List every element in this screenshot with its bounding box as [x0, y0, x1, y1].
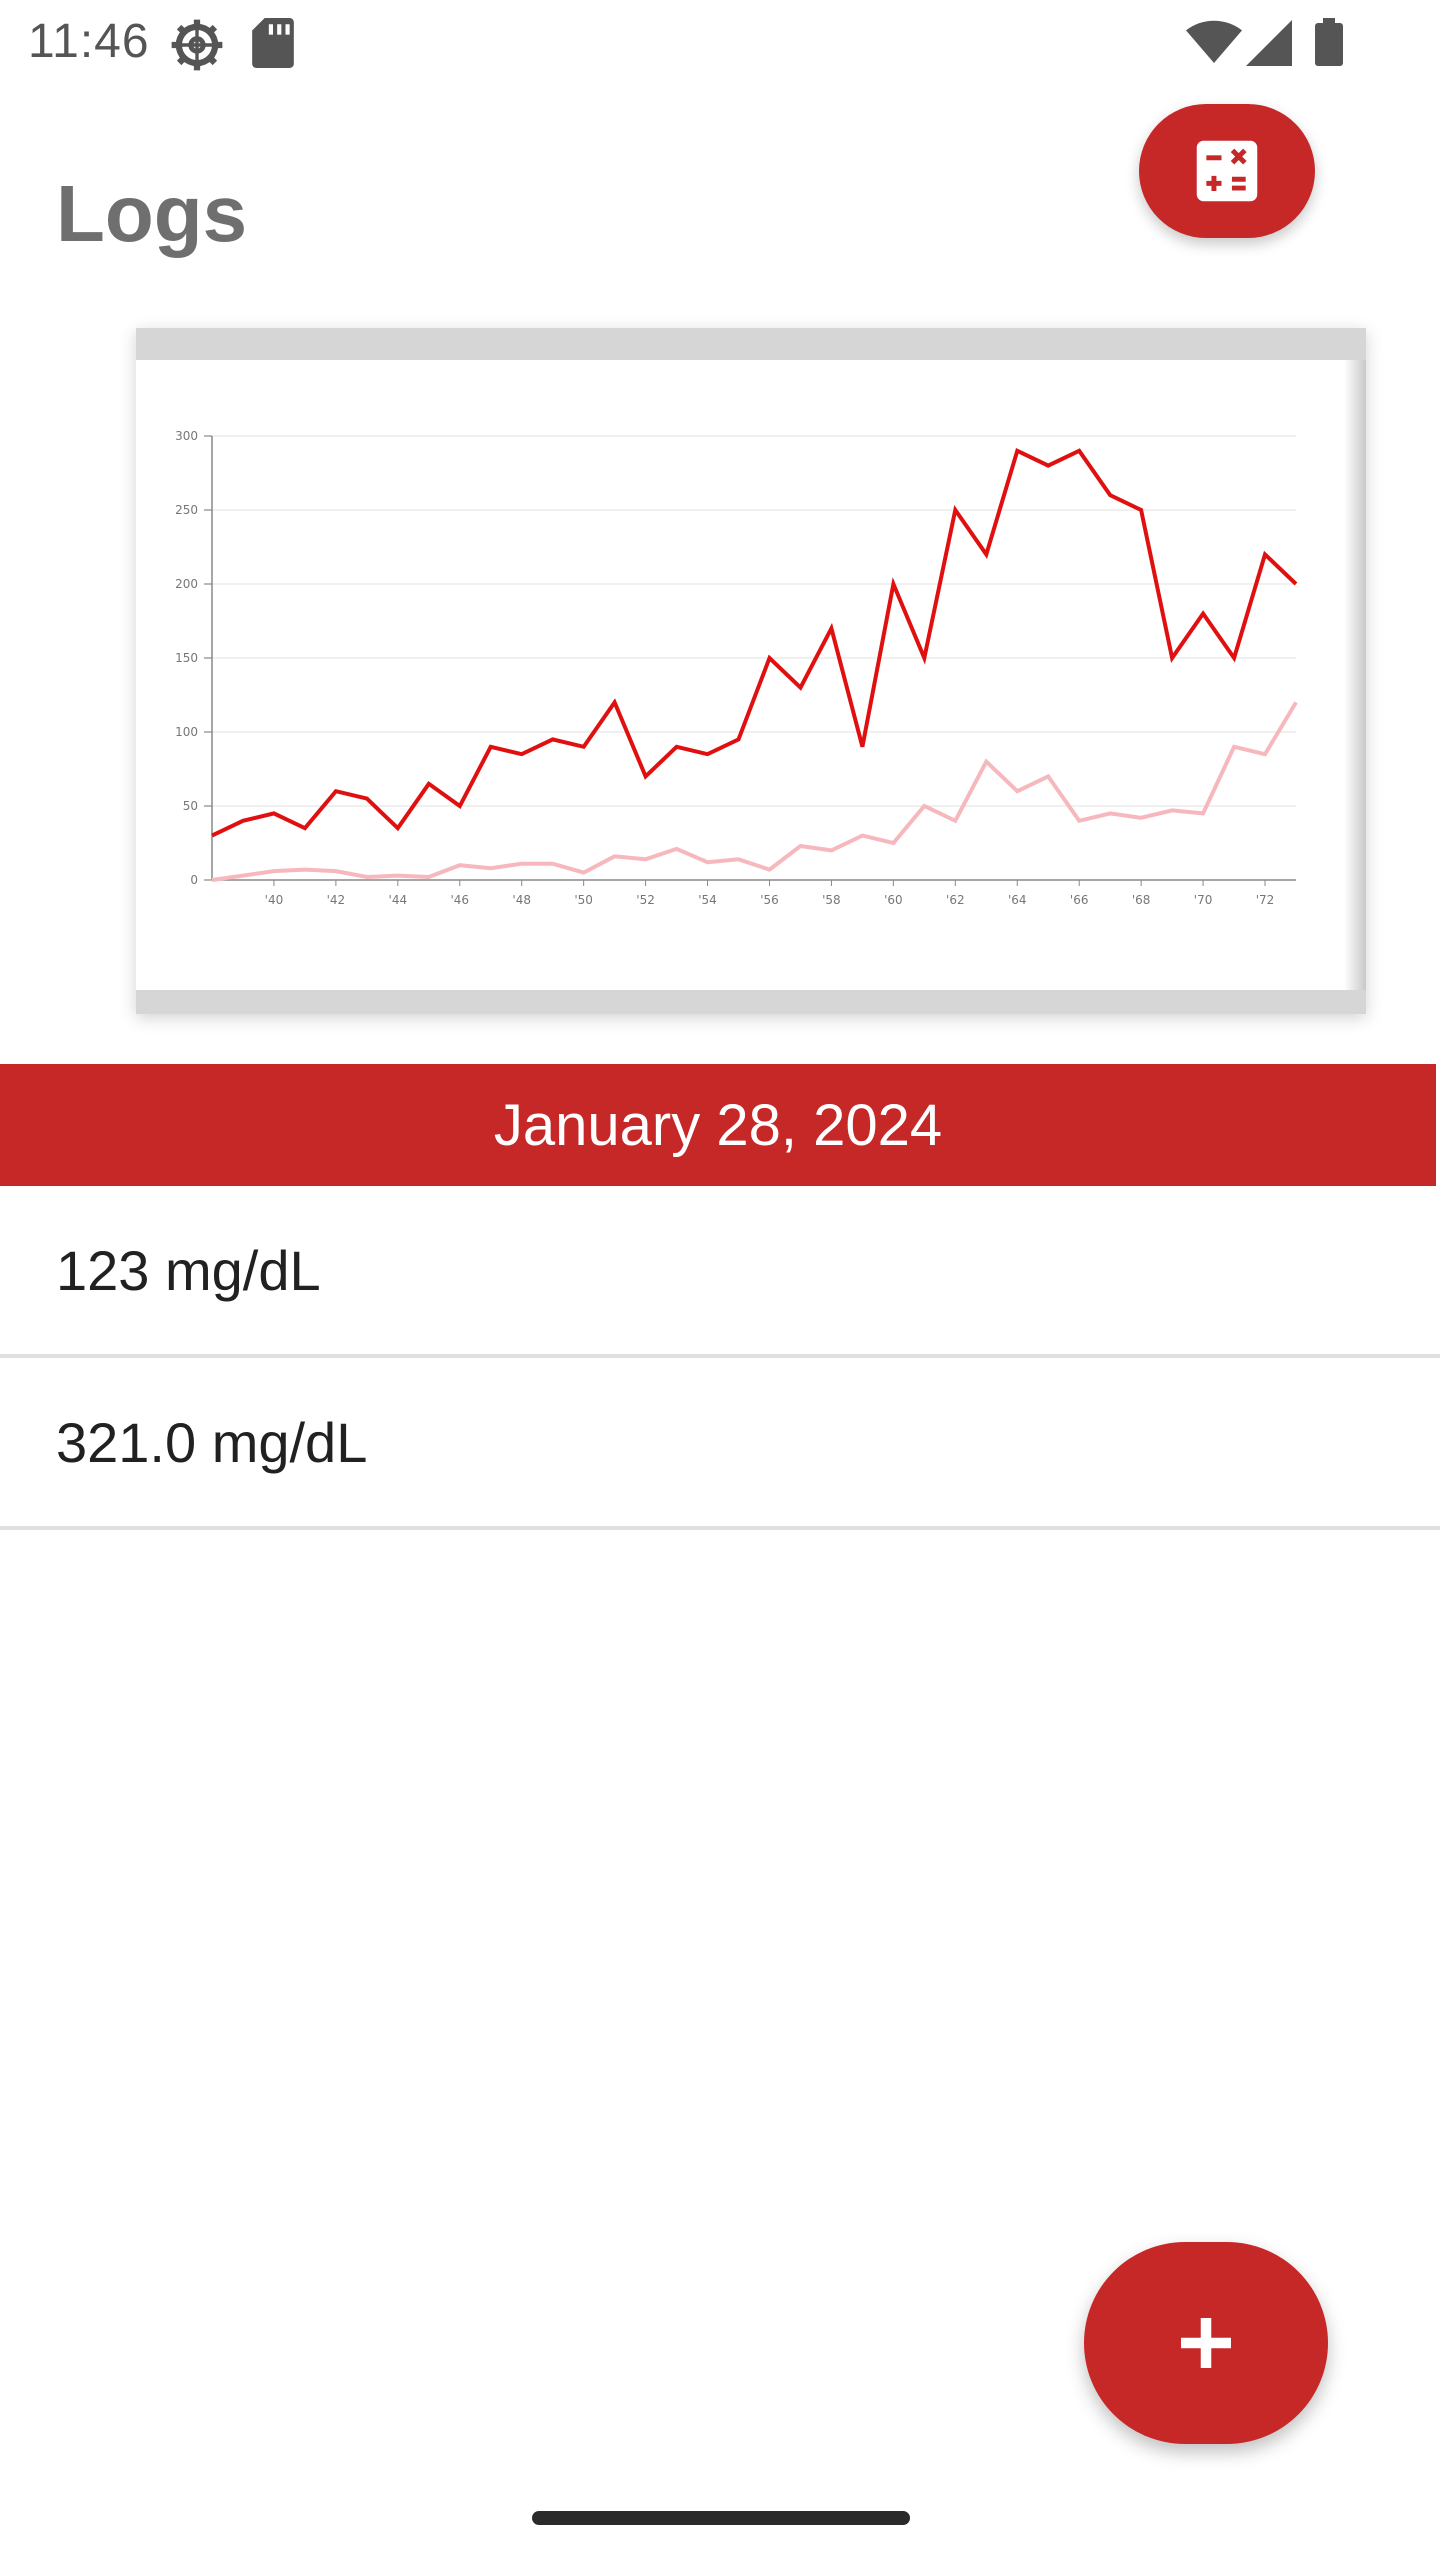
- battery-icon: [1315, 18, 1343, 66]
- x-tick-label: '56: [760, 893, 779, 907]
- y-tick-label: 250: [175, 503, 198, 517]
- y-tick-label: 150: [175, 651, 198, 665]
- y-tick-label: 100: [175, 725, 198, 739]
- series-line-1: [211, 447, 1298, 838]
- sd-card-icon: [252, 18, 294, 68]
- log-value: 123 mg/dL: [56, 1238, 321, 1302]
- chart-card: 0 50 100 150 200 250 300 '40 '42 '44 '46 '48 '50 '52 '…: [136, 328, 1366, 1014]
- x-tick-label: '70: [1194, 893, 1213, 907]
- series-line-2: [211, 701, 1298, 882]
- log-value: 321.0 mg/dL: [56, 1410, 368, 1474]
- x-tick-label: '72: [1256, 893, 1275, 907]
- y-tick-label: 200: [175, 577, 198, 591]
- chart-paper: 0 50 100 150 200 250 300 '40 '42 '44 '46 '48 '50 '52 '…: [136, 360, 1366, 990]
- log-list: 123 mg/dL 321.0 mg/dL: [0, 1186, 1440, 1530]
- x-tick-label: '66: [1070, 893, 1089, 907]
- x-tick-label: '60: [884, 893, 903, 907]
- x-tick-label: '54: [698, 893, 717, 907]
- page-title: Logs: [56, 169, 248, 258]
- x-tick-label: '42: [327, 893, 346, 907]
- gear-icon: [171, 19, 223, 71]
- y-tick-label: 0: [190, 873, 198, 887]
- date-text: January 28, 2024: [493, 1092, 943, 1158]
- x-tick-label: '44: [389, 893, 408, 907]
- glucose-chart: 0 50 100 150 200 250 300 '40 '42 '44 '46 '48 '50 '52 '…: [175, 429, 1298, 907]
- x-tick-label: '68: [1132, 893, 1151, 907]
- y-tick-label: 300: [175, 429, 198, 443]
- x-tick-label: '64: [1008, 893, 1027, 907]
- x-tick-label: '46: [450, 893, 469, 907]
- cell-signal-icon: [1246, 20, 1292, 66]
- home-indicator[interactable]: [532, 2511, 910, 2525]
- date-banner: January 28, 2024: [0, 1064, 1436, 1186]
- x-tick-label: '58: [822, 893, 841, 907]
- x-tick-label: '62: [946, 893, 965, 907]
- x-tick-label: '40: [265, 893, 284, 907]
- y-tick-label: 50: [183, 799, 198, 813]
- log-item[interactable]: 321.0 mg/dL: [0, 1358, 1440, 1530]
- add-log-button[interactable]: [1084, 2242, 1328, 2444]
- wifi-icon: [1186, 20, 1242, 63]
- x-tick-label: '50: [574, 893, 593, 907]
- x-tick-label: '48: [512, 893, 531, 907]
- status-bar: 11:46: [0, 0, 1440, 90]
- calculator-button[interactable]: [1139, 104, 1315, 238]
- x-tick-label: '52: [636, 893, 655, 907]
- status-time: 11:46: [28, 15, 150, 68]
- plus-icon: [1181, 2318, 1231, 2368]
- log-item[interactable]: 123 mg/dL: [0, 1186, 1440, 1358]
- calculator-icon: [1196, 140, 1258, 202]
